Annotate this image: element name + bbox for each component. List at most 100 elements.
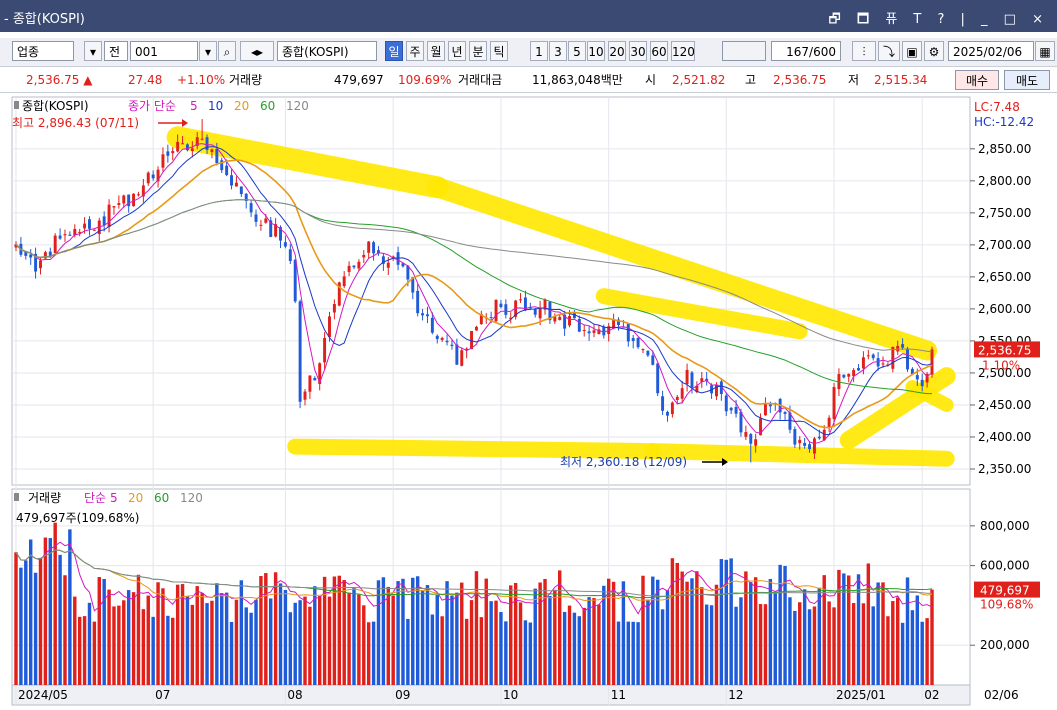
buy-button[interactable]: 매수	[955, 70, 999, 90]
period-tab-4[interactable]: 분	[469, 41, 487, 61]
volume-bar	[709, 605, 714, 685]
price-legend-item-0: 종가 단순	[128, 99, 176, 113]
volume-bar	[239, 580, 244, 685]
candle-body	[102, 216, 106, 226]
sell-button[interactable]: 매도	[1004, 70, 1050, 90]
volume-bar	[415, 576, 420, 685]
candle-body	[822, 429, 826, 441]
minute-button-3[interactable]: 10	[587, 41, 605, 61]
candle-body	[666, 411, 669, 416]
volume-bar	[915, 595, 920, 685]
category-select[interactable]: 업종	[12, 41, 74, 61]
code-value: 001	[135, 45, 158, 59]
volume-bar	[749, 582, 753, 685]
candle-body	[181, 143, 185, 145]
volume-bar	[714, 584, 719, 685]
minute-button-7[interactable]: 120	[671, 41, 695, 61]
candle-body	[323, 337, 327, 363]
candle-body	[930, 349, 934, 375]
volume-bar	[411, 577, 415, 685]
candle-body	[283, 242, 287, 247]
volume-bar	[562, 611, 567, 685]
prev-next-icon[interactable]: ◂▸	[240, 41, 274, 61]
save-icon[interactable]: ▣	[902, 41, 922, 61]
candle-body	[621, 326, 625, 328]
minute-button-5[interactable]: 30	[629, 41, 647, 61]
candle-body	[288, 249, 292, 261]
volume-bar	[68, 529, 72, 685]
candle-body	[538, 307, 542, 319]
candle-body	[812, 438, 816, 454]
candle-body	[798, 439, 802, 444]
code-input[interactable]: 001	[130, 41, 198, 61]
indicator-icon[interactable]: ⤵	[878, 41, 900, 61]
candle-body	[465, 348, 469, 351]
volume-bar	[827, 601, 831, 685]
candle-body	[401, 263, 405, 267]
candle-body	[886, 364, 890, 366]
candle-body	[117, 203, 121, 205]
chart-area[interactable]: 종합(KOSPI) 종가 단순 5 10 20 60 120 최고 2,896.43 (07/…	[0, 92, 1057, 710]
volume-bar	[244, 607, 248, 685]
period-tab-5[interactable]: 틱	[490, 41, 508, 61]
candle-body	[332, 304, 336, 313]
volume-bar	[210, 600, 214, 685]
volume-bar	[528, 622, 533, 685]
search-icon[interactable]: ⌕	[218, 41, 236, 61]
candle-body	[377, 250, 380, 253]
volume-bar	[298, 600, 302, 685]
highlight-downtrend-2	[427, 177, 938, 361]
calendar-icon[interactable]: ▦	[1035, 41, 1055, 61]
price-tick-label-6: 2,650.00	[978, 270, 1031, 284]
candle-body	[308, 375, 312, 392]
candle-body	[768, 404, 772, 407]
volume-bar	[832, 607, 836, 685]
prefix-box[interactable]: 전	[104, 41, 128, 61]
candle-body	[63, 234, 67, 236]
highlight-downtrend-3	[595, 288, 808, 340]
period-tab-2[interactable]: 월	[427, 41, 445, 61]
volume-bar	[611, 581, 616, 685]
category-dropdown-icon[interactable]: ▾	[84, 41, 102, 61]
candle-body	[313, 378, 317, 381]
candle-body	[572, 313, 576, 319]
candle-body	[920, 379, 924, 387]
candle-body	[910, 368, 914, 375]
candle-body	[695, 385, 699, 393]
candle-type-icon[interactable]: ⫶	[852, 41, 876, 61]
volume-bar	[435, 595, 439, 685]
volume-bar	[381, 577, 386, 685]
highlight-support-1	[287, 438, 661, 460]
period-tab-1[interactable]: 주	[406, 41, 424, 61]
volume-bar	[180, 584, 185, 685]
candle-body	[734, 407, 738, 414]
period-tab-0[interactable]: 일	[385, 41, 403, 61]
price-tick-label-9: 2,800.00	[978, 174, 1031, 188]
code-dropdown-icon[interactable]: ▾	[199, 41, 217, 61]
candle-body	[563, 314, 567, 329]
amount-label: 거래대금	[458, 73, 503, 87]
date-input[interactable]: 2025/02/06	[948, 41, 1034, 61]
volume-bar	[910, 610, 915, 685]
volume-bar	[704, 604, 709, 685]
price-legend-title: 종합(KOSPI)	[22, 99, 89, 113]
candle-body	[470, 330, 474, 350]
candle-body	[185, 144, 189, 151]
candle-body	[817, 436, 821, 439]
volume-bar	[151, 616, 155, 685]
blank-select[interactable]	[722, 41, 766, 61]
price-panel-frame	[11, 96, 971, 486]
window-controls[interactable]: 🗗 🗖 퓨 T ? | _ □ ×	[828, 12, 1049, 27]
period-tab-3[interactable]: 년	[448, 41, 466, 61]
minute-button-1[interactable]: 3	[549, 41, 567, 61]
minute-button-6[interactable]: 60	[650, 41, 668, 61]
minute-button-0[interactable]: 1	[530, 41, 548, 61]
volume-bar	[582, 607, 586, 685]
gear-icon[interactable]: ⚙	[924, 41, 944, 61]
count-box[interactable]: 167/600	[771, 41, 841, 61]
candle-body	[381, 256, 385, 264]
minute-button-2[interactable]: 5	[568, 41, 586, 61]
volume-bar	[303, 596, 307, 685]
candle-body	[715, 385, 718, 397]
minute-button-4[interactable]: 20	[608, 41, 626, 61]
